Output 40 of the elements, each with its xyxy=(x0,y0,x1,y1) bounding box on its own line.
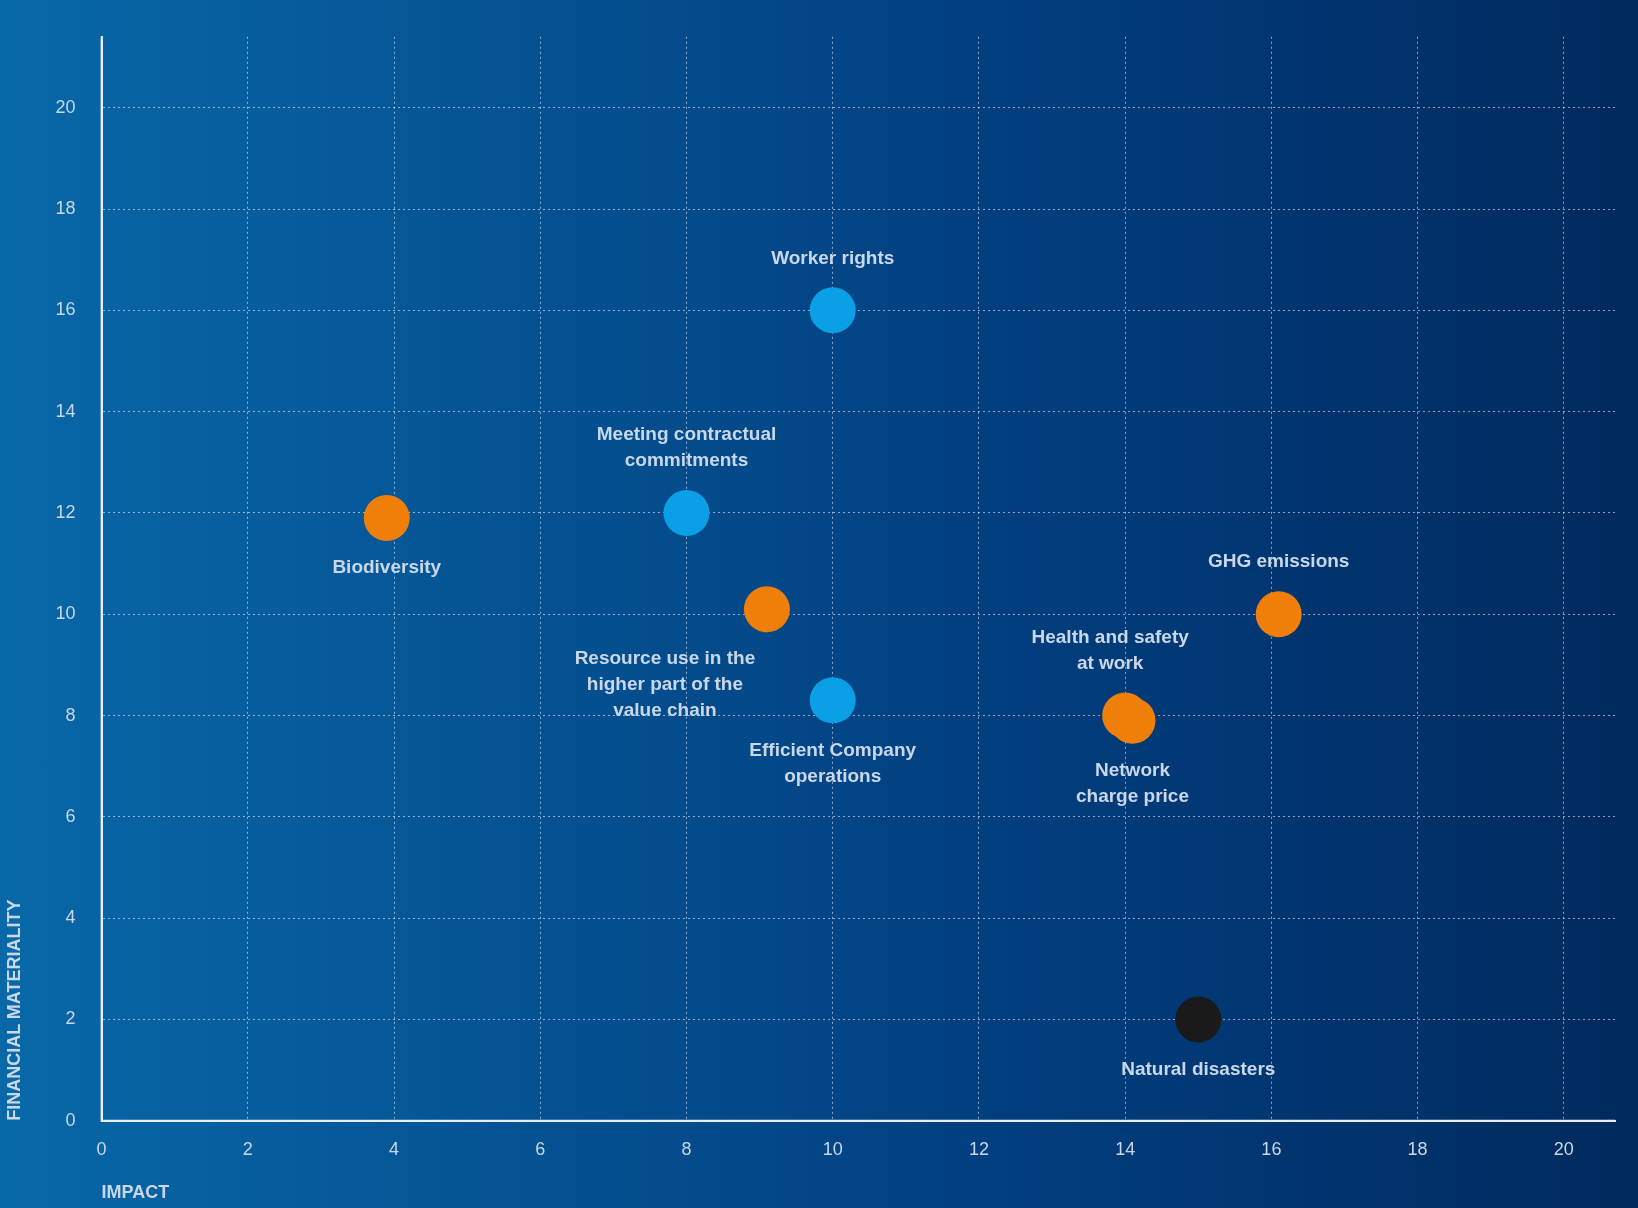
x-axis-title: IMPACT xyxy=(101,1182,170,1203)
x-tick-label: 10 xyxy=(822,1138,843,1159)
series-label: Natural disasters xyxy=(1121,1057,1276,1079)
series-label: Resource use in the higher part of the value chain xyxy=(574,647,756,721)
y-tick-label: 14 xyxy=(55,400,76,421)
point xyxy=(1255,591,1302,638)
series-label: GHG emissions xyxy=(1207,550,1350,572)
x-tick-label: 14 xyxy=(1115,1138,1136,1159)
text: Efficient Company operations xyxy=(749,738,917,786)
point xyxy=(809,287,856,334)
y-tick-label: 10 xyxy=(55,603,76,624)
y-tick-label: 18 xyxy=(55,197,76,218)
x-tick-label: 6 xyxy=(535,1138,546,1159)
x-tick-label: 12 xyxy=(968,1138,989,1159)
series-label: Worker rights xyxy=(771,246,895,268)
y-tick-label: 16 xyxy=(55,299,76,320)
x-tick-label: 16 xyxy=(1261,1138,1282,1159)
text: Network charge price xyxy=(1075,758,1189,806)
x-tick-label: 4 xyxy=(389,1138,400,1159)
point xyxy=(663,489,710,536)
series-label: Biodiversity xyxy=(332,556,442,578)
point xyxy=(809,677,856,724)
point xyxy=(743,586,790,633)
point xyxy=(1175,996,1222,1043)
text: Meeting contractual commitments xyxy=(596,423,777,471)
point xyxy=(363,495,410,542)
y-tick-label: 12 xyxy=(55,501,76,522)
y-tick-label: 2 xyxy=(65,1008,76,1029)
y-tick-label: 6 xyxy=(65,805,76,826)
y-tick-label: 20 xyxy=(55,96,76,117)
y-tick-label: 0 xyxy=(65,1109,76,1130)
y-tick-label: 4 xyxy=(65,907,76,928)
x-tick-label: 20 xyxy=(1553,1138,1574,1159)
y-tick-label: 8 xyxy=(65,704,76,725)
x-tick-label: 18 xyxy=(1407,1138,1428,1159)
x-tick-label: 8 xyxy=(681,1138,692,1159)
x-tick-label: 0 xyxy=(96,1138,107,1159)
x-tick-label: 2 xyxy=(242,1138,253,1159)
y-axis-title: FINANCIAL MATERIALITY xyxy=(3,899,24,1121)
text: Health and safety at work xyxy=(1031,625,1190,673)
